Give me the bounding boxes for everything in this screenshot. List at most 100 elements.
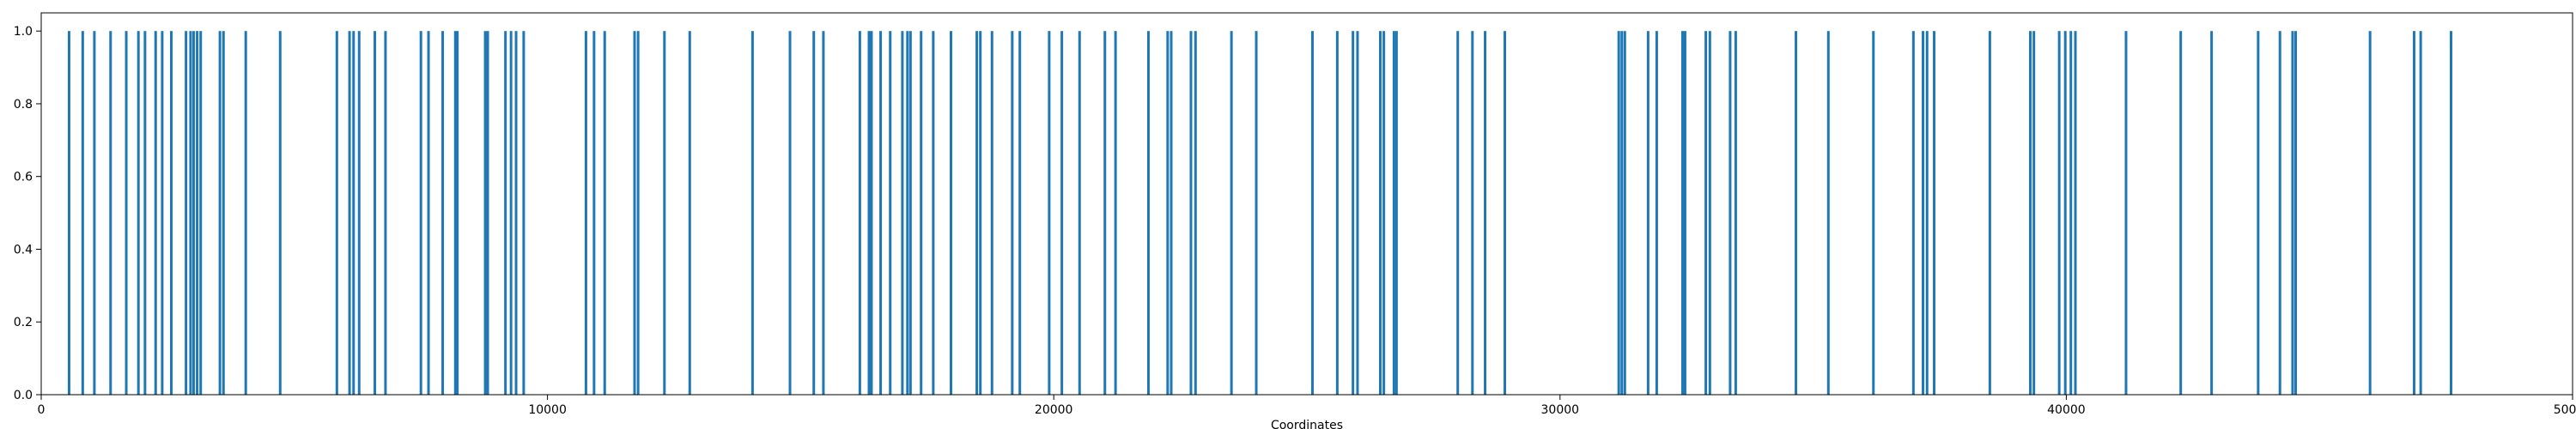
bar bbox=[688, 31, 691, 395]
bar bbox=[1194, 31, 1197, 395]
bar bbox=[870, 31, 873, 395]
x-axis-label: Coordinates bbox=[1271, 419, 1343, 429]
bar bbox=[2069, 31, 2073, 395]
x-tick-label: 20000 bbox=[1035, 403, 1073, 417]
bar bbox=[1504, 31, 1507, 395]
bar bbox=[867, 31, 871, 395]
bar bbox=[185, 31, 188, 395]
bar bbox=[2293, 31, 2297, 395]
bars-group bbox=[67, 31, 2452, 395]
bar bbox=[975, 31, 979, 395]
bar bbox=[1484, 31, 1487, 395]
y-tick-label: 0.8 bbox=[14, 98, 33, 112]
bar bbox=[920, 31, 923, 395]
bar bbox=[1933, 31, 1936, 395]
bar bbox=[858, 31, 861, 395]
bar bbox=[584, 31, 587, 395]
bar bbox=[2412, 31, 2415, 395]
bar bbox=[1471, 31, 1474, 395]
bar bbox=[2210, 31, 2214, 395]
bar bbox=[244, 31, 247, 395]
bar bbox=[191, 31, 195, 395]
bar bbox=[335, 31, 338, 395]
bar bbox=[1230, 31, 1233, 395]
bar bbox=[636, 31, 640, 395]
bar bbox=[384, 31, 387, 395]
bar bbox=[2450, 31, 2452, 395]
bar bbox=[427, 31, 430, 395]
bar bbox=[1060, 31, 1064, 395]
bar bbox=[218, 31, 222, 395]
bar bbox=[1734, 31, 1737, 395]
bar bbox=[2029, 31, 2032, 395]
bar bbox=[199, 31, 203, 395]
bar bbox=[1392, 31, 1395, 395]
y-tick-label: 1.0 bbox=[14, 25, 33, 39]
bar bbox=[822, 31, 825, 395]
bar bbox=[1617, 31, 1620, 395]
bar bbox=[109, 31, 112, 395]
bar bbox=[1925, 31, 1929, 395]
bar bbox=[1078, 31, 1081, 395]
bar bbox=[509, 31, 513, 395]
bar bbox=[1704, 31, 1708, 395]
bar bbox=[1620, 31, 1624, 395]
bar bbox=[453, 31, 457, 395]
bar bbox=[633, 31, 636, 395]
bar bbox=[222, 31, 225, 395]
bar bbox=[1680, 31, 1684, 395]
bar bbox=[2124, 31, 2128, 395]
y-tick-label: 0.4 bbox=[14, 243, 33, 257]
bar bbox=[901, 31, 904, 395]
bar bbox=[1623, 31, 1626, 395]
plot-frame bbox=[40, 12, 2573, 396]
bar bbox=[1456, 31, 1460, 395]
bar bbox=[1988, 31, 1991, 395]
bar bbox=[1922, 31, 1925, 395]
y-tick-label: 0.0 bbox=[14, 389, 33, 402]
bar bbox=[1146, 31, 1150, 395]
y-tick-label: 0.6 bbox=[14, 171, 33, 184]
bar bbox=[592, 31, 596, 395]
x-tick-label: 10000 bbox=[528, 403, 567, 417]
bar bbox=[1310, 31, 1314, 395]
bar bbox=[137, 31, 140, 395]
bar bbox=[1382, 31, 1386, 395]
bar bbox=[663, 31, 666, 395]
bar bbox=[67, 31, 70, 395]
bar bbox=[1103, 31, 1107, 395]
bar bbox=[2074, 31, 2077, 395]
bar bbox=[161, 31, 164, 395]
bar bbox=[170, 31, 173, 395]
bar bbox=[357, 31, 361, 395]
bar bbox=[93, 31, 96, 395]
bar bbox=[348, 31, 351, 395]
bar bbox=[1728, 31, 1732, 395]
bar bbox=[1655, 31, 1658, 395]
bar bbox=[990, 31, 993, 395]
bar bbox=[950, 31, 953, 395]
bar bbox=[1352, 31, 1355, 395]
bar bbox=[504, 31, 507, 395]
bar bbox=[2063, 31, 2067, 395]
bar bbox=[2368, 31, 2372, 395]
bar bbox=[514, 31, 518, 395]
bar bbox=[154, 31, 157, 395]
bar bbox=[125, 31, 128, 395]
bar bbox=[486, 31, 489, 395]
bar bbox=[196, 31, 199, 395]
bar bbox=[1335, 31, 1339, 395]
bar bbox=[1683, 31, 1686, 395]
bar bbox=[2419, 31, 2422, 395]
bar bbox=[1911, 31, 1915, 395]
bar bbox=[906, 31, 909, 395]
bar bbox=[2032, 31, 2036, 395]
bar bbox=[1048, 31, 1051, 395]
bar bbox=[2257, 31, 2260, 395]
bar bbox=[2291, 31, 2294, 395]
bar bbox=[1166, 31, 1170, 395]
bar bbox=[2278, 31, 2281, 395]
bar bbox=[2179, 31, 2183, 395]
y-axis-ticks: 0.0 0.2 0.4 0.6 0.8 1.0 bbox=[14, 25, 41, 402]
x-tick-label: 30000 bbox=[1541, 403, 1580, 417]
